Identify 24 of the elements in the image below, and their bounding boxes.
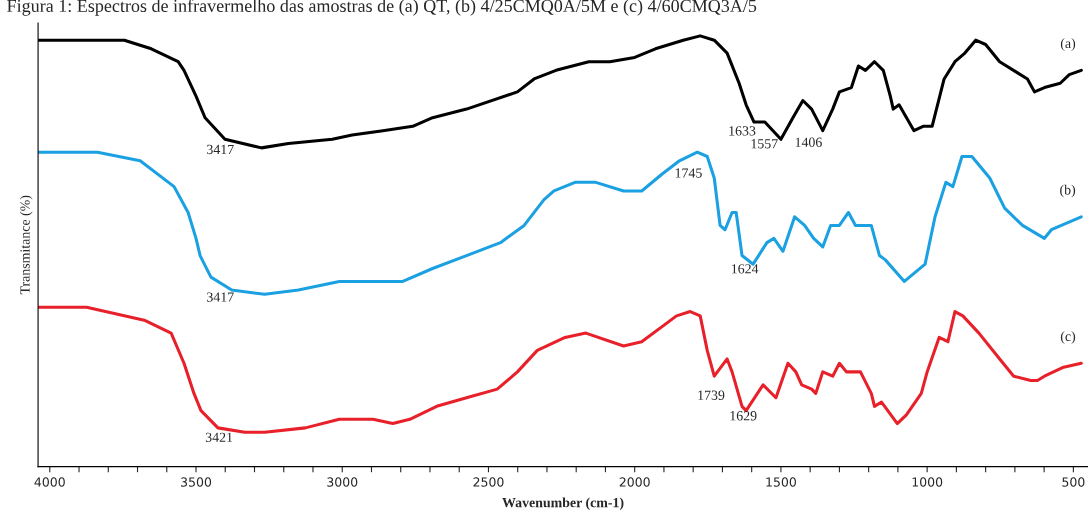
annotation: 1745 xyxy=(675,168,702,178)
annotation: 1629 xyxy=(730,411,757,421)
x-tick-label: 4000 xyxy=(34,477,65,487)
x-tick-label: 3000 xyxy=(327,477,358,487)
y-axis-title: Transmitance (%) xyxy=(19,195,33,295)
chart-title: Figura 1: Espectros de infravermelho das amostras de (a) QT, (b) 4/25CMQ0A/5M e (c) 4/60CMQ3A/5 xyxy=(7,0,757,16)
x-tick-label: 1500 xyxy=(766,477,796,487)
annotation: 3417 xyxy=(207,144,234,155)
series-label: (a) xyxy=(1060,38,1076,51)
annotation: 3417 xyxy=(207,292,234,302)
x-tick-label: 3500 xyxy=(181,477,212,487)
series-label: (c) xyxy=(1060,331,1076,344)
x-tick-label: 1000 xyxy=(912,477,943,487)
x-tick-label: 500 xyxy=(1062,477,1085,487)
x-axis-title: Wavenumber (cm-1) xyxy=(502,497,624,510)
annotation: 3421 xyxy=(205,432,233,442)
x-tick-label: 2500 xyxy=(473,477,504,487)
annotation: 1739 xyxy=(698,390,725,400)
annotation: 1633 xyxy=(729,126,756,136)
series-label: (b) xyxy=(1060,184,1076,198)
x-tick-label: 2000 xyxy=(619,477,650,487)
annotation: 1557 xyxy=(751,139,778,149)
annotation: 1406 xyxy=(795,137,822,147)
annotation: 1624 xyxy=(731,264,759,274)
